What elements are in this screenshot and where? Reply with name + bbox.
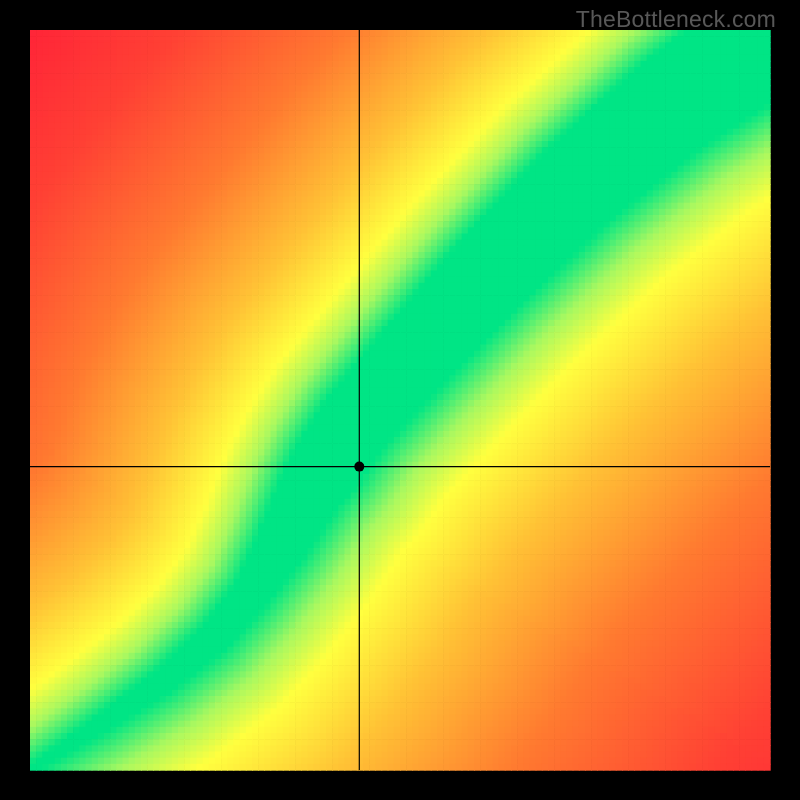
chart-container: TheBottleneck.com <box>0 0 800 800</box>
heatmap-canvas <box>0 0 800 800</box>
watermark-text: TheBottleneck.com <box>576 6 776 33</box>
